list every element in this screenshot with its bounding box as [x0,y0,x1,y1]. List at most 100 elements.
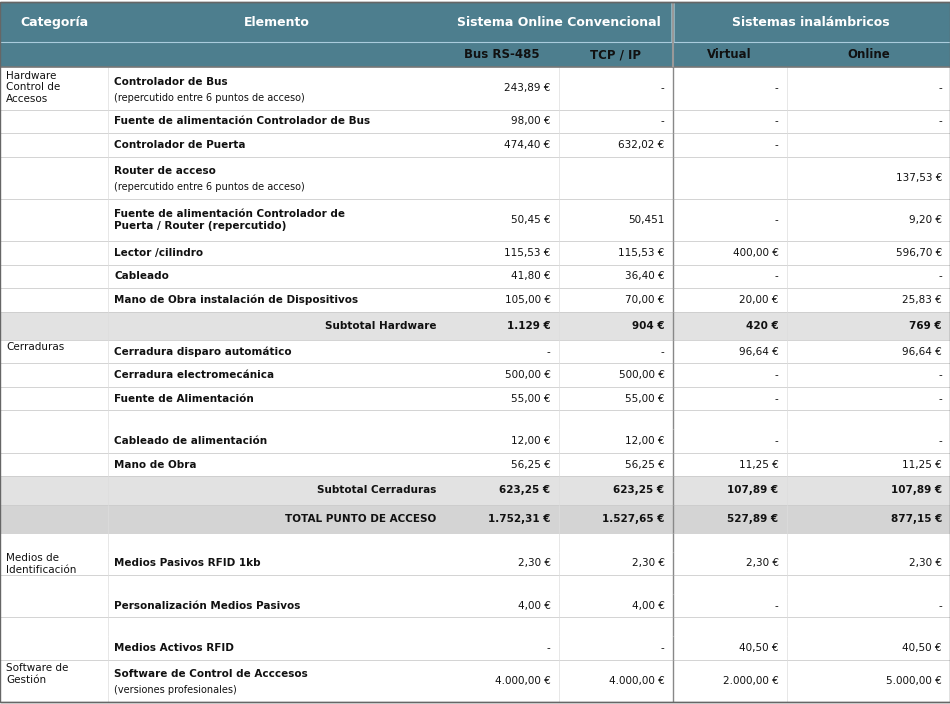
Bar [0,42,950,68]
Bar [0,429,950,453]
Text: 4.000,00 €: 4.000,00 € [495,676,551,686]
Text: Controlador de Bus: Controlador de Bus [114,77,228,87]
Text: (repercutido entre 6 puntos de acceso): (repercutido entre 6 puntos de acceso) [114,93,305,103]
Text: -: - [939,83,942,94]
Bar [0,660,950,702]
Text: 56,25 €: 56,25 € [511,460,551,470]
Text: 55,00 €: 55,00 € [511,394,551,403]
Text: Fuente de Alimentación: Fuente de Alimentación [114,394,254,403]
Text: 2.000,00 €: 2.000,00 € [723,676,779,686]
Text: 98,00 €: 98,00 € [511,116,551,126]
Bar [0,410,950,429]
Text: Personalización Medios Pasivos: Personalización Medios Pasivos [114,601,300,610]
Text: Virtual: Virtual [708,49,751,61]
Text: 70,00 €: 70,00 € [625,295,665,305]
Text: Categoría: Categoría [20,15,88,29]
Text: Cableado de alimentación: Cableado de alimentación [114,436,268,446]
Text: Elemento: Elemento [243,15,310,29]
Text: -: - [775,370,779,380]
Text: 500,00 €: 500,00 € [618,370,665,380]
Text: 96,64 €: 96,64 € [902,346,942,357]
Text: 4,00 €: 4,00 € [518,601,551,610]
Bar [0,241,950,265]
Text: 5.000,00 €: 5.000,00 € [886,676,942,686]
Text: -: - [939,601,942,610]
Text: Hardware
Control de
Accesos: Hardware Control de Accesos [6,70,60,103]
Bar [0,636,950,660]
Text: Fuente de alimentación Controlador de Bus: Fuente de alimentación Controlador de Bu… [114,116,370,126]
Text: -: - [661,83,665,94]
Text: 420 €: 420 € [746,321,779,331]
Text: (repercutido entre 6 puntos de acceso): (repercutido entre 6 puntos de acceso) [114,182,305,192]
Text: Cerradura electromecánica: Cerradura electromecánica [114,370,275,380]
Text: 107,89 €: 107,89 € [728,486,779,496]
Text: -: - [775,272,779,282]
Text: -: - [939,370,942,380]
Text: Mano de Obra: Mano de Obra [114,460,197,470]
Text: -: - [775,83,779,94]
Text: 2,30 €: 2,30 € [518,558,551,568]
Bar [0,156,950,199]
Text: TOTAL PUNTO DE ACCESO: TOTAL PUNTO DE ACCESO [285,514,437,524]
Text: 50,451: 50,451 [628,215,665,225]
Text: 107,89 €: 107,89 € [891,486,942,496]
Bar [0,363,950,387]
Text: -: - [547,346,551,357]
Text: -: - [661,116,665,126]
Bar [0,575,950,594]
Text: Mano de Obra instalación de Dispositivos: Mano de Obra instalación de Dispositivos [114,295,358,306]
Bar [0,505,950,533]
Text: Sistema Online Convencional: Sistema Online Convencional [457,15,660,29]
Text: -: - [661,346,665,357]
Text: Sistemas inalámbricos: Sistemas inalámbricos [732,15,890,29]
Text: 11,25 €: 11,25 € [902,460,942,470]
Text: 55,00 €: 55,00 € [625,394,665,403]
Text: 474,40 €: 474,40 € [504,140,551,150]
Bar [0,617,950,636]
Text: 623,25 €: 623,25 € [500,486,551,496]
Text: (versiones profesionales): (versiones profesionales) [114,685,238,695]
Text: 1.527,65 €: 1.527,65 € [602,514,665,524]
Text: 105,00 €: 105,00 € [504,295,551,305]
Text: 632,02 €: 632,02 € [618,140,665,150]
Text: -: - [939,272,942,282]
Text: 1.752,31 €: 1.752,31 € [488,514,551,524]
Text: TCP / IP: TCP / IP [590,49,641,61]
Bar [671,2,674,42]
Bar [0,477,950,505]
Text: 1.129 €: 1.129 € [507,321,551,331]
Text: 40,50 €: 40,50 € [902,643,942,653]
Text: 41,80 €: 41,80 € [511,272,551,282]
Text: -: - [775,601,779,610]
Bar [0,265,950,288]
Text: 9,20 €: 9,20 € [909,215,942,225]
Text: 20,00 €: 20,00 € [739,295,779,305]
Bar [0,340,950,363]
Bar [0,68,950,110]
Bar [0,110,950,133]
Text: 2,30 €: 2,30 € [746,558,779,568]
Text: 2,30 €: 2,30 € [909,558,942,568]
Bar [0,387,950,410]
Text: Software de Control de Acccesos: Software de Control de Acccesos [114,670,308,679]
Text: 115,53 €: 115,53 € [618,248,665,258]
Text: 527,89 €: 527,89 € [728,514,779,524]
Text: -: - [775,116,779,126]
Text: Medios Pasivos RFID 1kb: Medios Pasivos RFID 1kb [114,558,261,568]
Text: 40,50 €: 40,50 € [739,643,779,653]
Text: -: - [775,394,779,403]
Text: -: - [775,215,779,225]
Text: Cerradura disparo automático: Cerradura disparo automático [114,346,292,357]
Text: Medios de
Identificación: Medios de Identificación [6,553,76,575]
Bar [0,133,950,156]
Bar [0,288,950,312]
Text: Controlador de Puerta: Controlador de Puerta [114,140,246,150]
Text: Subtotal Hardware: Subtotal Hardware [325,321,437,331]
Text: 12,00 €: 12,00 € [511,436,551,446]
Text: 12,00 €: 12,00 € [625,436,665,446]
Text: -: - [939,436,942,446]
Text: Fuente de alimentación Controlador de
Puerta / Router (repercutido): Fuente de alimentación Controlador de Pu… [114,209,345,231]
Text: Subtotal Cerraduras: Subtotal Cerraduras [317,486,437,496]
Bar [0,594,950,617]
Text: 500,00 €: 500,00 € [504,370,551,380]
